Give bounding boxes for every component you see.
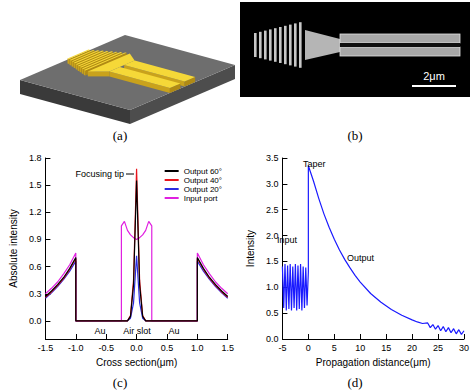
svg-text:-1.0: -1.0	[68, 343, 84, 353]
svg-text:25: 25	[433, 343, 443, 353]
svg-text:-1.5: -1.5	[38, 343, 54, 353]
svg-text:20: 20	[407, 343, 417, 353]
svg-text:2.5: 2.5	[266, 205, 279, 215]
svg-text:Au: Au	[168, 326, 179, 336]
svg-text:0: 0	[306, 343, 311, 353]
svg-text:Taper: Taper	[303, 159, 326, 169]
svg-text:1.0: 1.0	[191, 343, 204, 353]
html-text:(b): (b)	[347, 128, 363, 143]
svg-text:-0.5: -0.5	[98, 343, 114, 353]
svg-text:1.8: 1.8	[29, 153, 42, 163]
svg-text:3.0: 3.0	[266, 179, 279, 189]
svg-text:-5: -5	[278, 343, 286, 353]
svg-text:1.5: 1.5	[221, 343, 234, 353]
svg-text:30: 30	[459, 343, 469, 353]
svg-text:Intensity: Intensity	[245, 230, 256, 267]
svg-text:Input port: Input port	[184, 194, 219, 203]
svg-text:0.9: 0.9	[29, 234, 42, 244]
svg-text:Focusing tip: Focusing tip	[75, 169, 124, 179]
svg-text:3.5: 3.5	[266, 153, 279, 163]
svg-text:Absolute intensity: Absolute intensity	[8, 209, 19, 287]
svg-text:0.0: 0.0	[266, 334, 279, 344]
svg-text:Input: Input	[277, 235, 298, 245]
svg-text:2.0: 2.0	[265, 230, 279, 241]
html-text:(d): (d)	[347, 375, 363, 390]
svg-text:Cross section(μm): Cross section(μm)	[96, 357, 177, 368]
svg-text:5: 5	[332, 343, 337, 353]
svg-text:Output 20°: Output 20°	[184, 185, 222, 194]
svg-text:1.2: 1.2	[29, 207, 42, 217]
svg-text:2μm: 2μm	[423, 70, 445, 82]
svg-text:Output 60°: Output 60°	[184, 167, 222, 176]
svg-text:0.3: 0.3	[29, 289, 42, 299]
svg-text:0.5: 0.5	[266, 308, 279, 318]
svg-text:0.0: 0.0	[130, 343, 143, 353]
svg-text:Propagation distance(μm): Propagation distance(μm)	[316, 357, 431, 368]
svg-text:Air slot: Air slot	[123, 326, 151, 336]
svg-text:Output 40°: Output 40°	[184, 176, 222, 185]
svg-text:Au: Au	[94, 326, 105, 336]
svg-text:15: 15	[381, 343, 391, 353]
html-text:(a): (a)	[112, 128, 128, 143]
svg-text:0.5: 0.5	[161, 343, 174, 353]
svg-text:0.0: 0.0	[29, 316, 42, 326]
svg-text:10: 10	[355, 343, 365, 353]
svg-text:Output: Output	[347, 253, 375, 263]
svg-text:0.6: 0.6	[29, 262, 42, 272]
svg-text:1.0: 1.0	[266, 282, 279, 292]
svg-text:1.5: 1.5	[29, 180, 42, 190]
html-text:(c): (c)	[112, 375, 128, 390]
svg-text:1.5: 1.5	[266, 256, 279, 266]
